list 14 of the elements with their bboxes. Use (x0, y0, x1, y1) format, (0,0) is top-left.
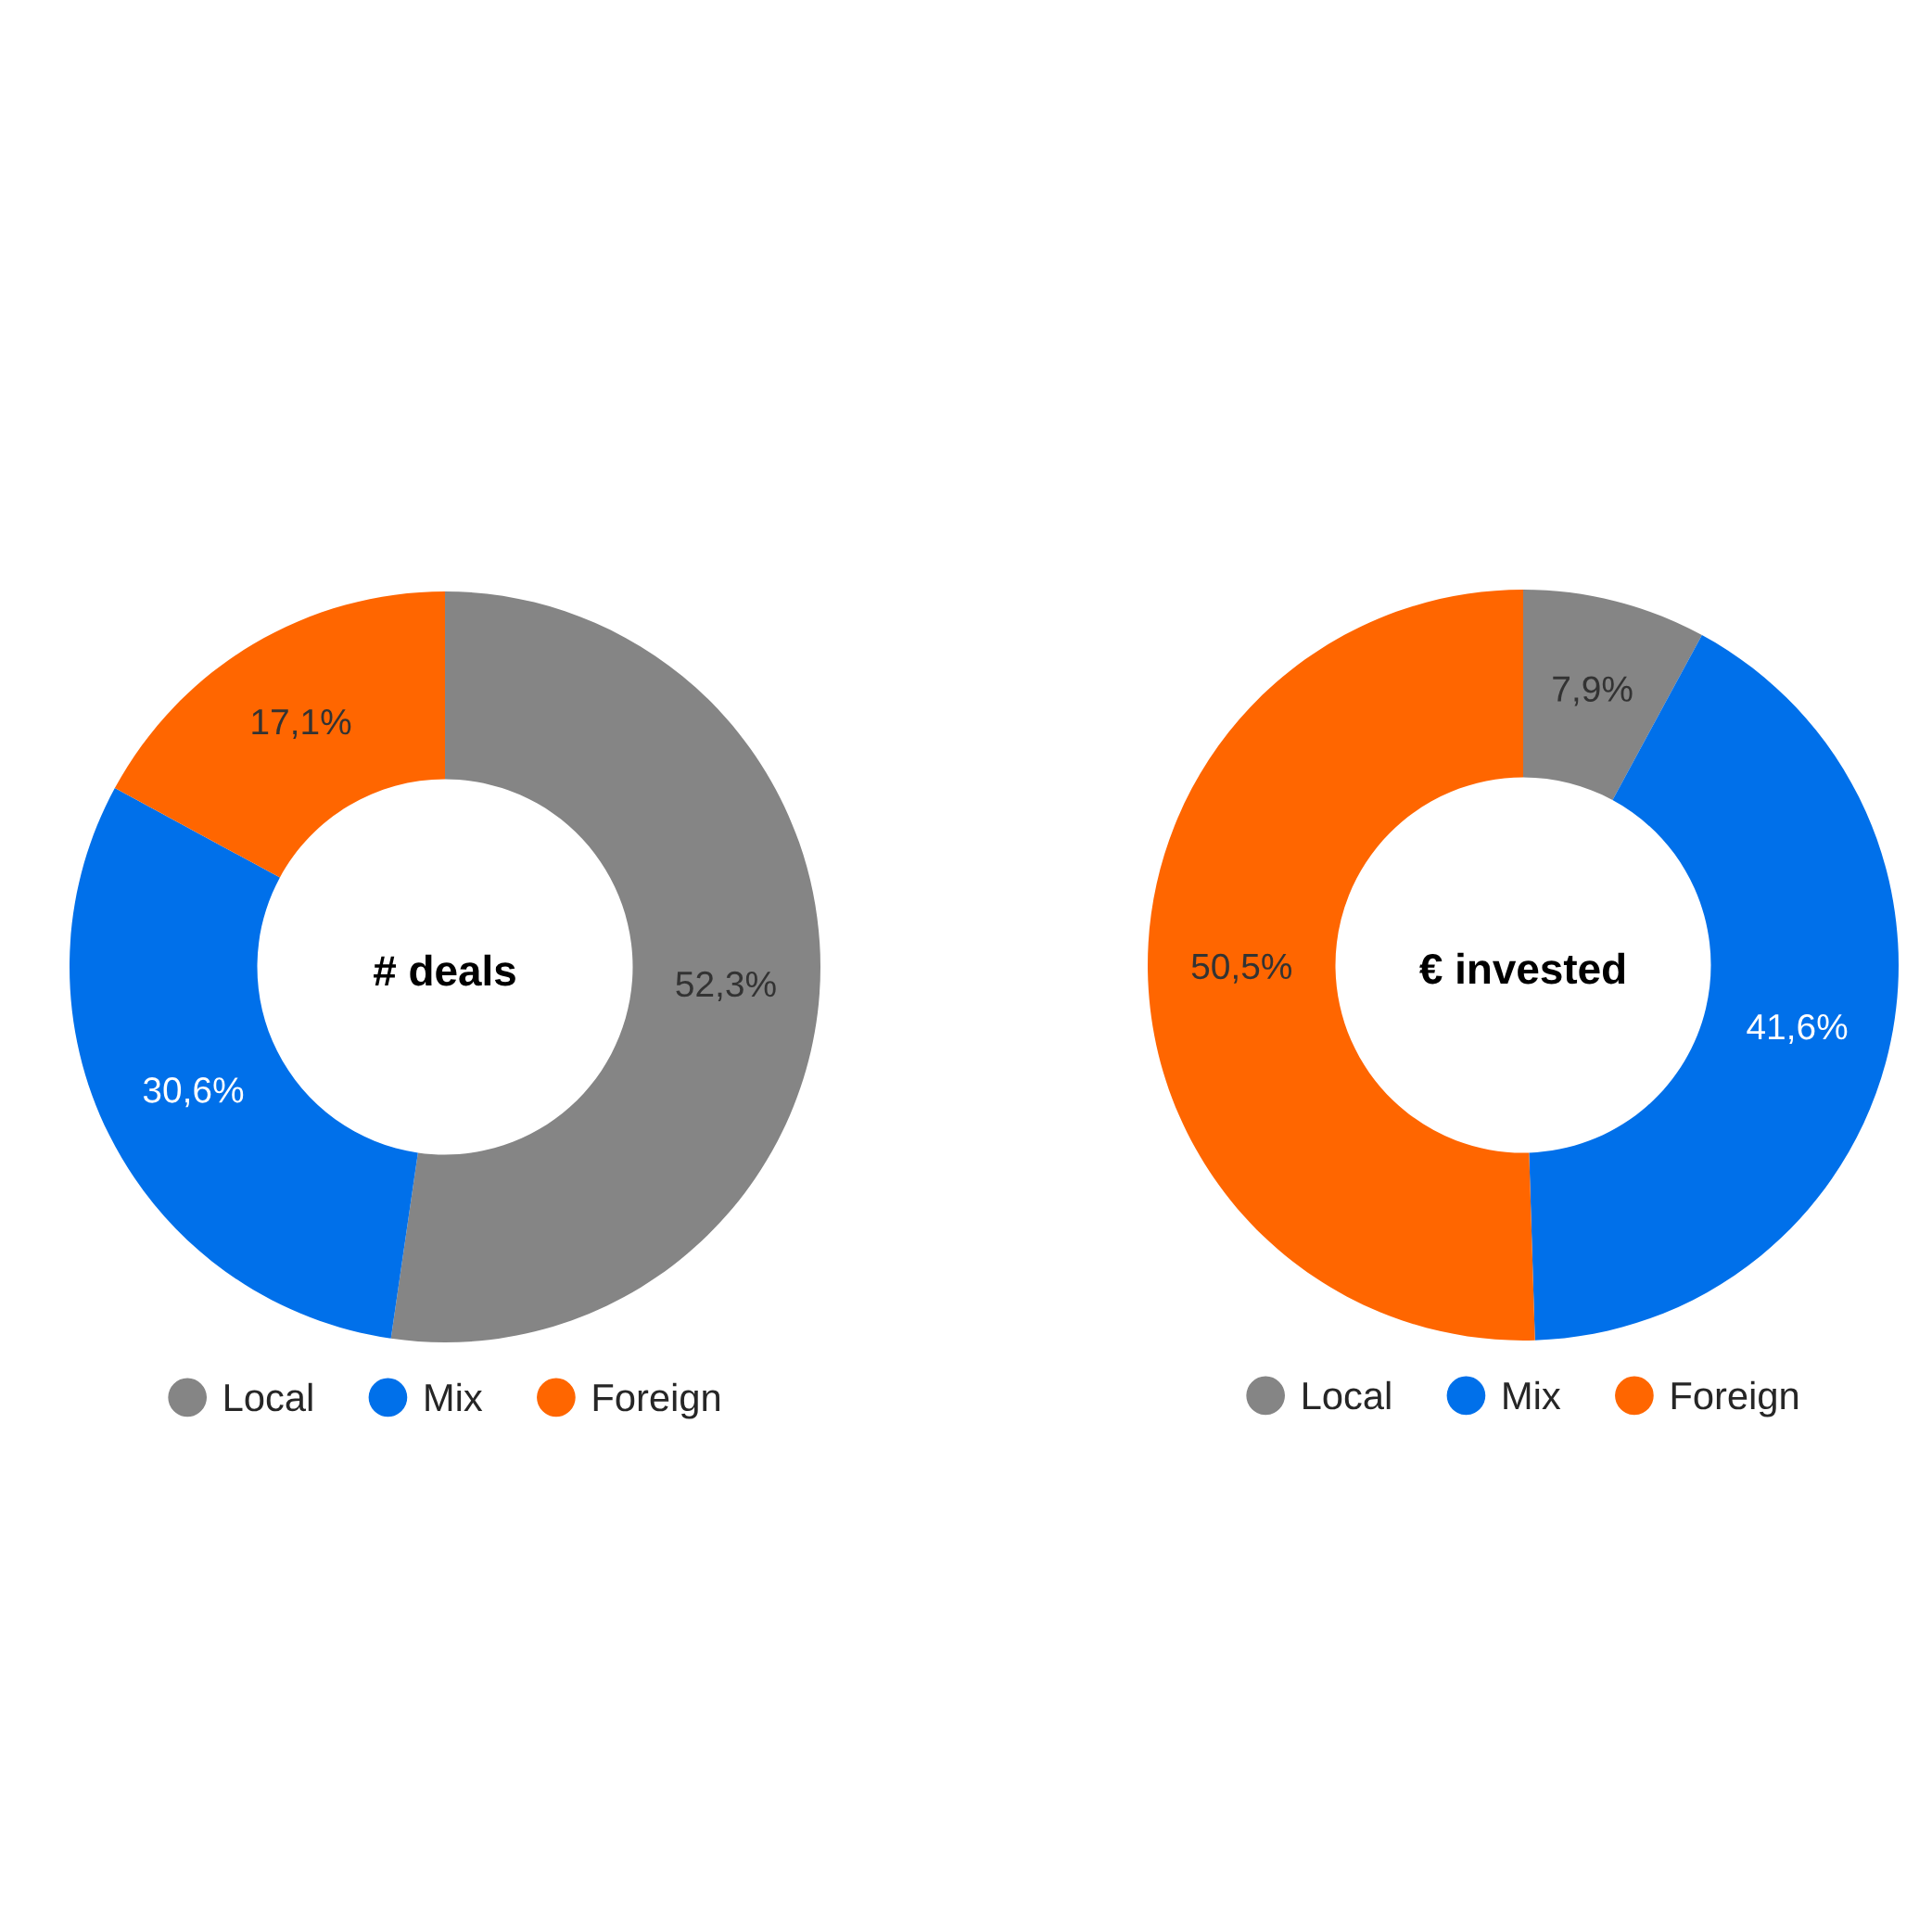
legend-label: Local (1303, 1380, 1391, 1410)
data-label: 30,6% (143, 1077, 244, 1108)
text: € invested (1419, 952, 1625, 985)
data-label: 41,6% (1747, 1013, 1848, 1045)
legend-label: Foreign (1671, 1380, 1798, 1417)
text: # deals (374, 954, 515, 986)
data-label: 50,5% (1191, 953, 1292, 984)
data-label: 17,1% (252, 709, 351, 740)
data-label: 7,9% (1553, 676, 1633, 706)
data-label: 52,3% (676, 971, 776, 1001)
legend-label: Local (225, 1382, 312, 1412)
legend-label: Mix (426, 1382, 483, 1411)
legend-label: Foreign (593, 1382, 719, 1419)
legend-label: Mix (1504, 1380, 1561, 1409)
